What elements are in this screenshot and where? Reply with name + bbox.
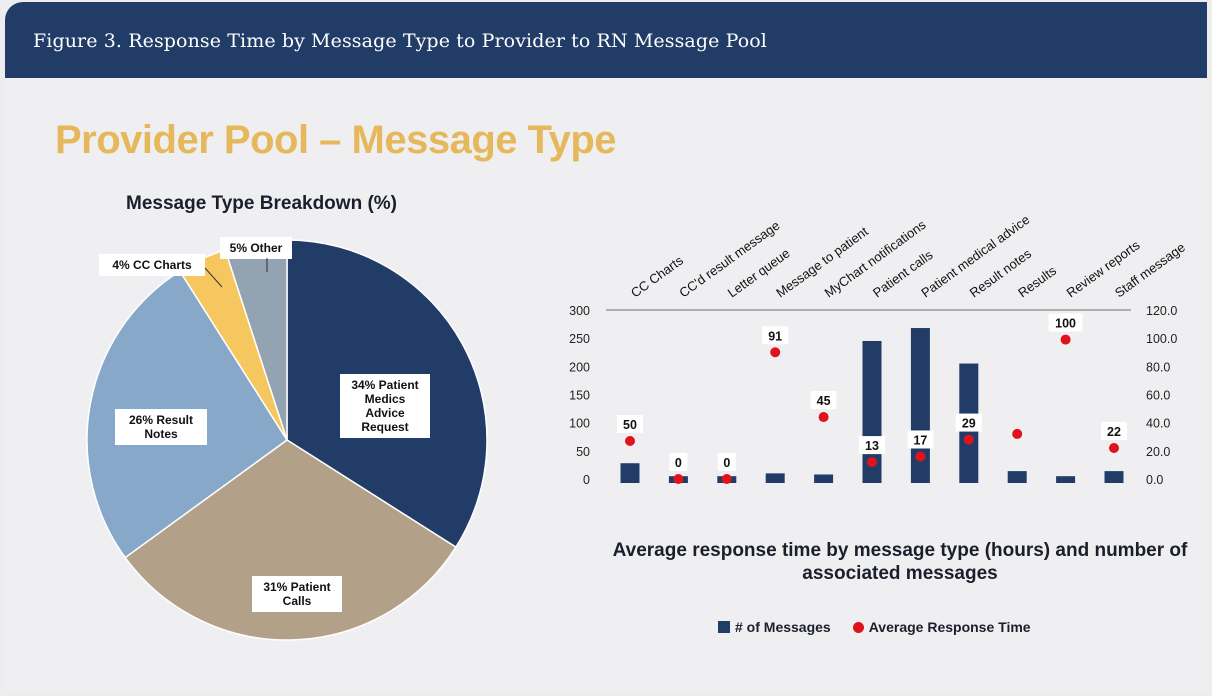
- response-time-data-label: 0: [669, 453, 688, 471]
- pie-label-other-text: 5% Other: [230, 241, 283, 255]
- data-label-box: [617, 414, 643, 433]
- legend-response-time-swatch: [852, 621, 864, 633]
- pie-label-patient-calls: 31% Patient Calls: [252, 576, 342, 612]
- left-axis-tick-label: 150: [569, 389, 590, 403]
- pie-chart-title: Message Type Breakdown (%): [126, 193, 398, 214]
- right-axis-tick-label: 120.0: [1146, 304, 1177, 318]
- data-label-box: [1048, 313, 1083, 332]
- pie-label-result-notes-box: [115, 409, 207, 445]
- response-time-data-label: 29: [955, 413, 982, 432]
- right-axis-tick-label: 40.0: [1146, 417, 1170, 431]
- data-label-text: 0: [675, 456, 682, 470]
- data-label-text: 0: [723, 456, 730, 470]
- category-label: CC Charts: [628, 252, 686, 300]
- data-label-box: [859, 436, 885, 455]
- response-time-data-label: 0: [717, 453, 736, 471]
- data-label-text: 91: [768, 329, 782, 343]
- response-time-dot: [915, 451, 926, 462]
- pie-label-other: 5% Other: [220, 237, 292, 259]
- response-time-dot: [867, 457, 877, 468]
- response-time-data-label: 13: [859, 436, 885, 455]
- left-axis-tick-label: 300: [569, 304, 590, 318]
- pie-label-patient-calls-box: [252, 576, 342, 612]
- bar-chart-legend: # of Messages Average Response Time: [718, 619, 1031, 635]
- figure-title: Figure 3. Response Time by Message Type …: [33, 30, 767, 52]
- figure-banner: Figure 3. Response Time by Message Type …: [5, 2, 1207, 78]
- left-axis-tick-label: 50: [576, 445, 590, 459]
- right-axis-tick-label: 80.0: [1146, 360, 1170, 374]
- pie-leader-cc-charts: [204, 267, 223, 288]
- pie-label-result-notes-text: 26% Result Notes: [129, 413, 193, 441]
- data-label-box: [762, 326, 789, 345]
- response-time-dot: [818, 412, 829, 423]
- response-time-data-label: 22: [1101, 422, 1127, 441]
- data-label-text: 22: [1107, 425, 1121, 439]
- pie-slice-patient-calls: [124, 439, 457, 641]
- message-count-bar: [620, 463, 640, 483]
- data-label-text: 45: [817, 394, 831, 408]
- category-label: Results: [1015, 263, 1059, 301]
- response-time-dot: [1012, 428, 1023, 439]
- message-count-bar: [1007, 471, 1027, 483]
- response-time-dot: [1060, 334, 1071, 345]
- data-label-text: 17: [913, 433, 927, 447]
- data-label-box: [717, 453, 736, 471]
- left-axis-tick-label: 0: [583, 473, 590, 487]
- message-count-bar: [1056, 476, 1076, 483]
- pie-label-cc-charts: 4% CC Charts: [99, 254, 205, 276]
- right-axis-tick-label: 100.0: [1146, 332, 1177, 346]
- pie-label-other-box: [220, 237, 292, 259]
- message-count-bar: [1104, 471, 1124, 483]
- page-heading: Provider Pool – Message Type: [55, 118, 617, 162]
- data-label-text: 100: [1055, 317, 1076, 331]
- response-time-dot: [625, 435, 635, 446]
- message-count-bar: [765, 473, 785, 483]
- data-label-text: 50: [623, 418, 637, 432]
- pie-label-patient-calls-text: 31% Patient Calls: [263, 580, 330, 608]
- legend-response-time-label: Average Response Time: [868, 619, 1031, 635]
- data-label-box: [810, 391, 837, 410]
- bar-chart-title: Average response time by message type (h…: [612, 540, 1188, 584]
- response-time-dot: [673, 474, 684, 484]
- response-time-data-label: 50: [617, 414, 643, 433]
- pie-label-patient-medics-advice-request-text: 34% Patient Medics Advice Request: [351, 378, 418, 434]
- pie-label-cc-charts-text: 4% CC Charts: [112, 258, 192, 272]
- right-axis-tick-label: 60.0: [1146, 389, 1170, 403]
- message-count-bar: [814, 474, 834, 483]
- response-time-dot: [770, 347, 781, 358]
- data-label-box: [669, 453, 688, 471]
- response-time-data-label: 100: [1048, 313, 1083, 332]
- response-time-data-label: 91: [762, 326, 789, 345]
- response-time-dot: [721, 474, 732, 484]
- pie-label-patient-medics-advice-request: 34% Patient Medics Advice Request: [340, 374, 430, 438]
- response-time-dot: [963, 434, 974, 445]
- data-label-box: [1101, 422, 1127, 441]
- pie-label-patient-medics-advice-request-box: [340, 374, 430, 438]
- right-axis-tick-label: 0.0: [1146, 473, 1163, 487]
- pie-label-cc-charts-box: [99, 254, 205, 276]
- data-label-box: [955, 413, 982, 432]
- left-axis-tick-label: 200: [569, 360, 590, 374]
- legend-messages-label: # of Messages: [735, 619, 831, 635]
- pie-label-result-notes: 26% Result Notes: [115, 409, 207, 445]
- data-label-text: 13: [865, 439, 879, 453]
- response-time-data-label: 17: [907, 430, 934, 449]
- right-axis-tick-label: 20.0: [1146, 445, 1170, 459]
- legend-messages-swatch: [718, 621, 730, 633]
- response-time-data-label: 45: [810, 391, 837, 410]
- response-time-dot: [1109, 443, 1119, 454]
- data-label-box: [907, 430, 934, 449]
- data-label-text: 29: [962, 417, 976, 431]
- left-axis-tick-label: 100: [569, 417, 590, 431]
- left-axis-tick-label: 250: [569, 332, 590, 346]
